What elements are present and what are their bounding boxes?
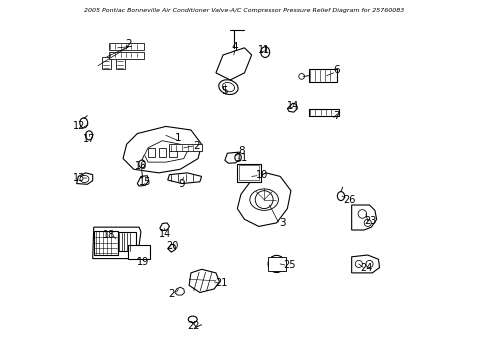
Circle shape — [272, 260, 280, 267]
Ellipse shape — [80, 118, 87, 128]
Circle shape — [298, 73, 304, 79]
Text: 2005 Pontiac Bonneville Air Conditioner Valve-A/C Compressor Pressure Relief Dia: 2005 Pontiac Bonneville Air Conditioner … — [84, 8, 404, 13]
Text: 16: 16 — [135, 161, 147, 171]
Ellipse shape — [337, 192, 344, 201]
Text: 12: 12 — [73, 121, 85, 131]
Ellipse shape — [267, 255, 285, 273]
Ellipse shape — [249, 189, 278, 210]
Text: 3: 3 — [278, 218, 285, 228]
Bar — [237, 164, 260, 182]
Text: 20: 20 — [166, 241, 178, 251]
Ellipse shape — [272, 260, 281, 269]
Bar — [169, 144, 201, 152]
Text: 26: 26 — [342, 195, 355, 204]
Text: 23: 23 — [363, 216, 376, 226]
Circle shape — [354, 260, 362, 267]
Bar — [128, 245, 149, 259]
Text: 11: 11 — [235, 153, 247, 163]
Text: 8: 8 — [238, 147, 244, 157]
Ellipse shape — [260, 47, 269, 58]
Text: 22: 22 — [187, 321, 200, 331]
Text: 6: 6 — [332, 65, 339, 75]
Text: 2: 2 — [125, 39, 131, 49]
Circle shape — [255, 191, 272, 208]
Ellipse shape — [218, 80, 238, 94]
Text: 4: 4 — [231, 42, 238, 52]
Bar — [159, 148, 165, 157]
Circle shape — [364, 219, 370, 226]
Ellipse shape — [85, 131, 93, 140]
Text: 21: 21 — [215, 278, 227, 288]
Text: 7: 7 — [332, 111, 339, 121]
Text: 13: 13 — [73, 173, 85, 183]
Bar — [108, 52, 144, 59]
Text: 14: 14 — [159, 229, 171, 239]
Text: 11: 11 — [258, 45, 270, 55]
Text: 5: 5 — [221, 86, 228, 96]
Ellipse shape — [222, 82, 234, 92]
Circle shape — [357, 210, 366, 218]
Text: 1: 1 — [175, 133, 182, 143]
Bar — [102, 57, 110, 69]
Text: 14: 14 — [286, 101, 298, 111]
Bar — [94, 231, 118, 255]
Text: 17: 17 — [83, 134, 95, 144]
Text: 25: 25 — [283, 260, 295, 270]
Ellipse shape — [80, 175, 89, 183]
Text: 2: 2 — [193, 141, 199, 151]
Bar — [267, 257, 285, 271]
Ellipse shape — [139, 160, 145, 168]
Bar — [238, 165, 259, 180]
Circle shape — [365, 260, 372, 267]
Text: 10: 10 — [255, 170, 267, 180]
Text: 9: 9 — [178, 179, 185, 189]
Ellipse shape — [234, 154, 241, 161]
Text: 19: 19 — [136, 257, 148, 267]
Text: 24: 24 — [359, 262, 371, 273]
Text: 2: 2 — [168, 289, 175, 299]
Text: 15: 15 — [139, 177, 151, 187]
Bar — [148, 148, 155, 157]
Ellipse shape — [188, 316, 197, 323]
Bar — [108, 43, 144, 50]
Bar — [118, 232, 135, 251]
Bar — [169, 148, 176, 157]
Bar — [308, 69, 337, 82]
Bar — [308, 109, 339, 116]
Bar — [116, 57, 124, 69]
Text: 18: 18 — [102, 230, 115, 240]
